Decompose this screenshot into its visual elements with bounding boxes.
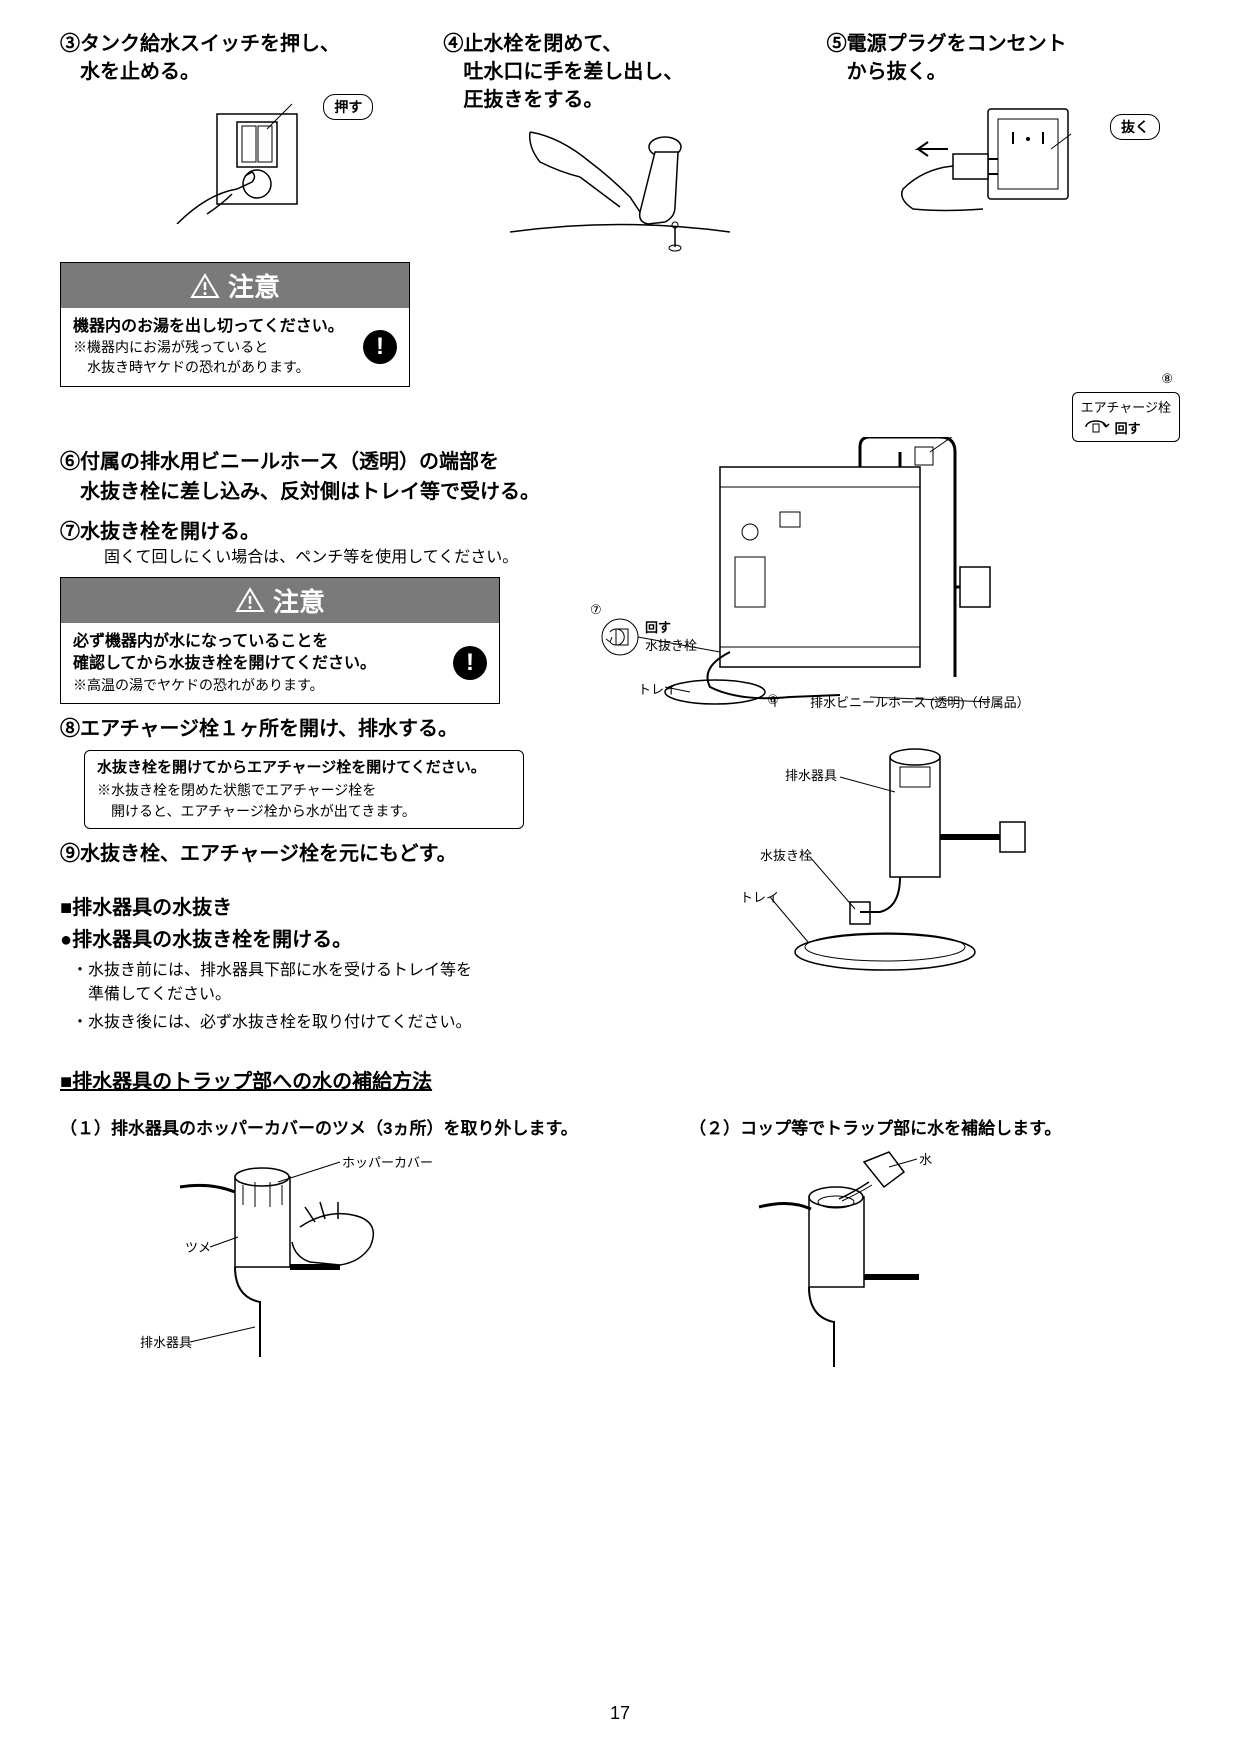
caution-box-1: 注意 機器内のお湯を出し切ってください。 ※機器内にお湯が残っていると 水抜き時… xyxy=(60,262,410,387)
drain-fixture-diagram: 排水器具 水抜き栓 トレイ xyxy=(560,737,1180,987)
warning-triangle-icon xyxy=(235,587,265,613)
push-label: 押す xyxy=(323,94,373,120)
water-label: 水 xyxy=(919,1149,932,1168)
outlet-illustration-svg xyxy=(893,94,1113,224)
step-9-title: ⑨水抜き栓、エアチャージ栓を元にもどす。 xyxy=(60,839,540,869)
drain-bullet-1: ・水抜き前には、排水器具下部に水を受けるトレイ等を 準備してください。 xyxy=(72,959,540,1007)
step-7-note: 固くて回しにくい場合は、ペンチ等を使用してください。 xyxy=(104,547,540,569)
switch-illustration-svg xyxy=(137,94,337,224)
note-box-note: ※水抜き栓を閉めた状態でエアチャージ栓を 開けると、エアチャージ栓から水が出てき… xyxy=(97,780,511,822)
step-8-note-box: 水抜き栓を開けてからエアチャージ栓を開けてください。 ※水抜き栓を閉めた状態でエ… xyxy=(84,750,524,829)
caution-2-header-text: 注意 xyxy=(273,582,325,619)
trap-col2-text: （２）コップ等でトラップ部に水を補給します。 xyxy=(689,1114,1180,1139)
trap-col-2: （２）コップ等でトラップ部に水を補給します。 水 xyxy=(689,1114,1180,1377)
trap-col1-text: （１）排水器具のホッパーカバーのツメ（3ヵ所）を取り外します。 xyxy=(60,1114,649,1139)
tsume-label: ツメ xyxy=(185,1237,211,1256)
step-6-title: ⑥付属の排水用ビニールホース（透明）の端部を 水抜き栓に差し込み、反対側はトレイ… xyxy=(60,447,540,507)
heater-diagram: ⑦ 回す 水抜き栓 トレイ ⑥ 排水ビニールホース (透明)（付属品） xyxy=(560,437,1180,707)
trap-row: （１）排水器具のホッパーカバーのツメ（3ヵ所）を取り外します。 ホッパーカバー … xyxy=(60,1114,1180,1377)
step-4-title: ④止水栓を閉めて、 吐水口に手を差し出し、 圧抜きをする。 xyxy=(443,30,796,114)
caution-2-text: 必ず機器内が水になっていることを 確認してから水抜き栓を開けてください。 ※高温… xyxy=(73,631,445,695)
step-5-title: ⑤電源プラグをコンセント から抜く。 xyxy=(827,30,1180,86)
drain-bullet-2: ・水抜き後には、必ず水抜き栓を取り付けてください。 xyxy=(72,1011,540,1035)
caution-2-note: ※高温の湯でヤケドの恐れがあります。 xyxy=(73,676,445,696)
num-8-label: ⑧ xyxy=(1161,371,1173,387)
step-5-illustration: 抜く xyxy=(827,94,1180,224)
step-4: ④止水栓を閉めて、 吐水口に手を差し出し、 圧抜きをする。 xyxy=(443,30,796,252)
drain-fixture-label: 排水器具 xyxy=(785,765,837,784)
trap-illust-1: ホッパーカバー ツメ 排水器具 xyxy=(60,1147,649,1377)
drain-sub: ●排水器具の水抜き栓を開ける。 xyxy=(60,925,540,955)
caution-1-note: ※機器内にお湯が残っていると 水抜き時ヤケドの恐れがあります。 xyxy=(73,338,355,377)
step-7-title: ⑦水抜き栓を開ける。 xyxy=(60,517,540,547)
hopper-svg xyxy=(60,1147,460,1377)
hose-label: 排水ビニールホース (透明)（付属品） xyxy=(810,692,1030,711)
trap-heading: ■排水器具のトラップ部への水の補給方法 xyxy=(60,1065,1180,1094)
heater-svg xyxy=(560,437,1120,707)
cup-pour-svg xyxy=(689,1147,1009,1377)
mid-right-column: ⑧ エアチャージ栓 回す xyxy=(560,437,1180,1035)
caution-2-bold: 必ず機器内が水になっていることを 確認してから水抜き栓を開けてください。 xyxy=(73,631,445,676)
top-steps-row: ③タンク給水スイッチを押し、 水を止める。 押す ④止水栓を閉めて、 吐水口に手… xyxy=(60,30,1180,252)
tray-label-2: トレイ xyxy=(740,887,779,906)
mid-left-column: ⑥付属の排水用ビニールホース（透明）の端部を 水抜き栓に差し込み、反対側はトレイ… xyxy=(60,437,540,1035)
step-5: ⑤電源プラグをコンセント から抜く。 抜く xyxy=(827,30,1180,252)
num-6-label: ⑥ xyxy=(767,692,779,708)
rotate-label-1: 回す xyxy=(1115,418,1141,437)
note-box-bold: 水抜き栓を開けてからエアチャージ栓を開けてください。 xyxy=(97,757,511,780)
trap-col-1: （１）排水器具のホッパーカバーのツメ（3ヵ所）を取り外します。 ホッパーカバー … xyxy=(60,1114,649,1377)
step-4-illustration xyxy=(443,122,796,252)
eacharge-callout: ⑧ エアチャージ栓 回す xyxy=(1072,392,1180,442)
hopper-label: ホッパーカバー xyxy=(342,1152,433,1171)
rotate-icon xyxy=(1081,419,1111,435)
faucet-illustration-svg xyxy=(510,122,730,252)
tray-label-1: トレイ xyxy=(638,679,677,698)
num-7-label: ⑦ xyxy=(590,602,602,618)
drain-heading: ■排水器具の水抜き xyxy=(60,893,540,923)
step-8-title: ⑧エアチャージ栓１ヶ所を開け、排水する。 xyxy=(60,714,540,744)
drain-fixture-svg xyxy=(560,737,1120,987)
step-3: ③タンク給水スイッチを押し、 水を止める。 押す xyxy=(60,30,413,252)
exclamation-icon: ! xyxy=(453,646,487,680)
exclamation-icon: ! xyxy=(363,330,397,364)
page-number: 17 xyxy=(610,1703,630,1724)
eacharge-label: エアチャージ栓 xyxy=(1081,397,1171,416)
caution-1-text: 機器内のお湯を出し切ってください。 ※機器内にお湯が残っていると 水抜き時ヤケド… xyxy=(73,316,355,378)
drain-plug-label-2: 水抜き栓 xyxy=(760,845,812,864)
step-3-illustration: 押す xyxy=(60,94,413,224)
caution-1-header: 注意 xyxy=(61,263,409,308)
warning-triangle-icon xyxy=(190,273,220,299)
caution-2-header: 注意 xyxy=(61,578,499,623)
caution-1-header-text: 注意 xyxy=(228,267,280,304)
drain-fixture-label-2: 排水器具 xyxy=(140,1332,192,1351)
caution-box-2: 注意 必ず機器内が水になっていることを 確認してから水抜き栓を開けてください。 … xyxy=(60,577,500,704)
caution-1-bold: 機器内のお湯を出し切ってください。 xyxy=(73,316,355,338)
drain-plug-label-1: 水抜き栓 xyxy=(645,635,697,654)
caution-1-body: 機器内のお湯を出し切ってください。 ※機器内にお湯が残っていると 水抜き時ヤケド… xyxy=(61,308,409,386)
trap-illust-2: 水 xyxy=(689,1147,1180,1377)
step-3-title: ③タンク給水スイッチを押し、 水を止める。 xyxy=(60,30,413,86)
caution-2-body: 必ず機器内が水になっていることを 確認してから水抜き栓を開けてください。 ※高温… xyxy=(61,623,499,703)
rotate-label-2: 回す xyxy=(645,617,671,636)
mid-section: ⑥付属の排水用ビニールホース（透明）の端部を 水抜き栓に差し込み、反対側はトレイ… xyxy=(60,437,1180,1035)
unplug-label: 抜く xyxy=(1110,114,1160,140)
